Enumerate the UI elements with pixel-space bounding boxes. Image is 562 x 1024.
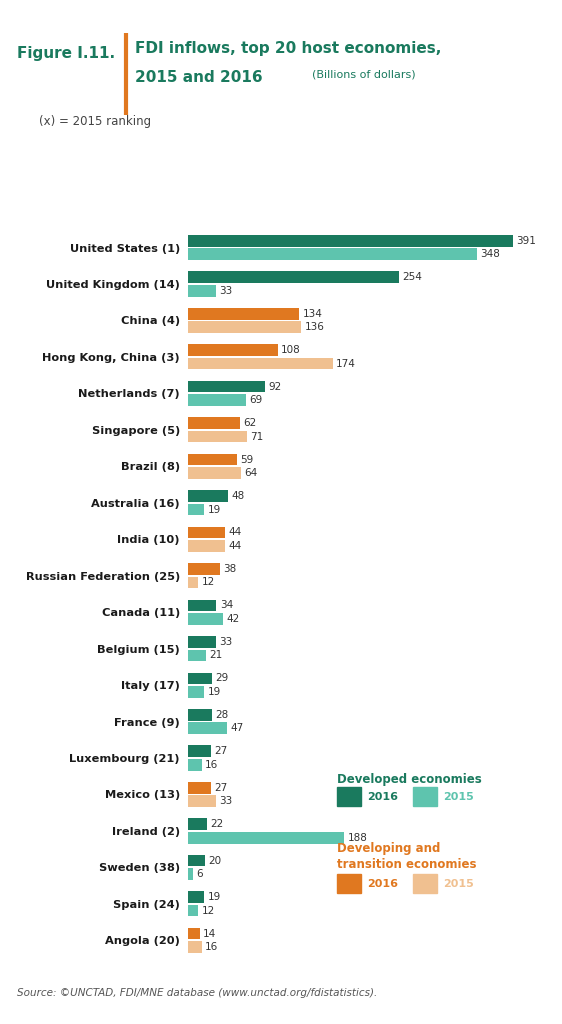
Bar <box>188 723 227 734</box>
Bar <box>188 357 333 370</box>
Bar <box>188 891 204 903</box>
Bar <box>188 686 204 697</box>
Bar <box>188 431 247 442</box>
Text: 14: 14 <box>203 929 216 939</box>
Text: 188: 188 <box>348 833 368 843</box>
Bar <box>188 759 202 771</box>
Text: (Billions of dollars): (Billions of dollars) <box>312 70 415 80</box>
Text: 33: 33 <box>219 637 232 647</box>
Bar <box>188 381 265 392</box>
Text: 20: 20 <box>208 856 221 865</box>
Text: 136: 136 <box>305 323 324 332</box>
Bar <box>188 831 345 844</box>
Text: 348: 348 <box>481 249 500 259</box>
Text: 64: 64 <box>244 468 258 478</box>
Text: 27: 27 <box>214 782 227 793</box>
Text: 12: 12 <box>202 578 215 588</box>
Text: 92: 92 <box>268 382 281 391</box>
Bar <box>188 709 211 721</box>
Text: 62: 62 <box>243 418 256 428</box>
Text: 71: 71 <box>251 431 264 441</box>
Text: 69: 69 <box>249 395 262 406</box>
Text: 33: 33 <box>219 797 232 806</box>
Text: 134: 134 <box>303 308 323 318</box>
Bar <box>188 322 301 333</box>
Bar <box>188 649 206 662</box>
Bar <box>188 782 211 794</box>
Text: 21: 21 <box>209 650 222 660</box>
Text: 48: 48 <box>232 492 244 501</box>
Bar <box>188 308 300 319</box>
Text: 2015: 2015 <box>443 792 474 802</box>
Text: 38: 38 <box>223 564 237 573</box>
Bar <box>188 467 242 479</box>
Bar <box>188 577 198 588</box>
Text: Figure I.11.: Figure I.11. <box>17 46 115 61</box>
Text: 391: 391 <box>516 236 536 246</box>
Text: 2015 and 2016: 2015 and 2016 <box>135 70 262 85</box>
Bar <box>188 454 237 465</box>
Text: 19: 19 <box>207 892 221 902</box>
Text: 108: 108 <box>281 345 301 355</box>
Bar <box>188 344 278 356</box>
Text: 19: 19 <box>207 505 221 514</box>
Text: 34: 34 <box>220 600 233 610</box>
Bar <box>188 636 216 648</box>
Bar <box>188 526 225 539</box>
Text: 16: 16 <box>205 942 218 952</box>
Bar <box>188 905 198 916</box>
Text: FDI inflows, top 20 host economies,: FDI inflows, top 20 host economies, <box>135 41 441 56</box>
Text: 59: 59 <box>241 455 254 465</box>
Bar <box>188 563 220 574</box>
Text: 27: 27 <box>214 746 227 757</box>
Text: 19: 19 <box>207 687 221 696</box>
Bar <box>188 818 206 830</box>
Bar <box>188 796 216 807</box>
Bar <box>188 234 513 247</box>
Text: 6: 6 <box>197 869 203 880</box>
Text: Developed economies: Developed economies <box>337 773 482 786</box>
Bar <box>188 417 240 429</box>
Bar <box>188 600 216 611</box>
Text: (x) = 2015 ranking: (x) = 2015 ranking <box>39 115 152 128</box>
Text: 22: 22 <box>210 819 223 829</box>
Text: 29: 29 <box>216 674 229 683</box>
Text: 16: 16 <box>205 760 218 770</box>
Text: 174: 174 <box>336 358 356 369</box>
Bar <box>188 490 228 502</box>
Text: Developing and
transition economies: Developing and transition economies <box>337 842 477 870</box>
Text: 28: 28 <box>215 710 228 720</box>
Bar <box>188 928 200 939</box>
Bar <box>188 868 193 880</box>
Text: 12: 12 <box>202 905 215 915</box>
Text: 2016: 2016 <box>368 792 398 802</box>
Text: 254: 254 <box>402 272 422 283</box>
Text: 44: 44 <box>228 527 241 538</box>
Text: 42: 42 <box>226 614 240 624</box>
Bar <box>188 504 204 515</box>
Bar <box>188 745 211 757</box>
Text: 47: 47 <box>230 723 244 733</box>
Bar <box>188 673 212 684</box>
Bar <box>188 613 223 625</box>
Bar <box>188 249 477 260</box>
Bar <box>188 271 399 283</box>
Bar <box>188 394 246 406</box>
Bar <box>188 941 202 953</box>
Text: 2016: 2016 <box>368 879 398 889</box>
Bar <box>188 540 225 552</box>
Text: 44: 44 <box>228 541 241 551</box>
Text: 2015: 2015 <box>443 879 474 889</box>
Text: Source: ©UNCTAD, FDI/MNE database (www.unctad.org/fdistatistics).: Source: ©UNCTAD, FDI/MNE database (www.u… <box>17 988 377 998</box>
Bar <box>188 855 205 866</box>
Text: 33: 33 <box>219 286 232 296</box>
Bar <box>188 285 216 297</box>
